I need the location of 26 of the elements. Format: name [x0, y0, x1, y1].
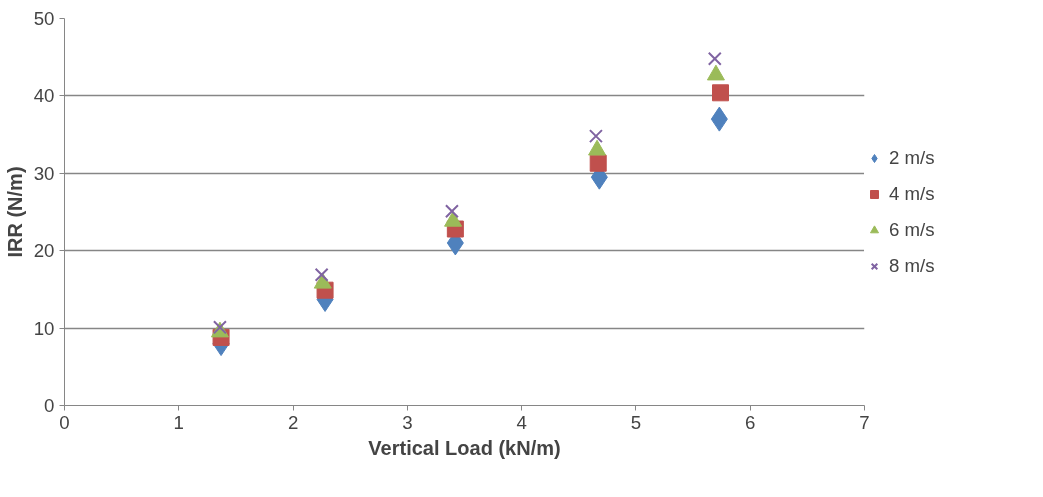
x-tick-label: 7 [859, 411, 870, 433]
y-tick-label: 0 [44, 395, 55, 416]
x-tick-label: 4 [516, 411, 527, 433]
point [712, 84, 729, 102]
x-tick-label: 2 [287, 411, 299, 433]
y-tick-label: 40 [33, 85, 55, 107]
y-tick-label: 50 [33, 8, 55, 29]
legend-label: 8 m/s [889, 254, 935, 277]
x-tick-label: 6 [745, 411, 756, 433]
point [444, 204, 459, 219]
y-axis-title: IRR (N/m) [3, 166, 26, 258]
x-tick-label: 5 [630, 411, 642, 433]
y-tick-label: 20 [33, 240, 55, 262]
x-tick-label: 0 [59, 411, 70, 433]
point [588, 129, 603, 144]
x-tick-label: 1 [173, 411, 184, 433]
y-tick-label: 10 [33, 317, 55, 339]
legend-label: 2 m/s [889, 146, 935, 169]
x-tick-label: 3 [402, 411, 413, 433]
x-axis-title: Vertical Load (kN/m) [368, 436, 561, 459]
point [314, 267, 329, 282]
y-tick-label: 30 [33, 162, 55, 184]
legend-label: 4 m/s [889, 182, 935, 205]
point [589, 154, 607, 172]
point [707, 51, 722, 66]
legend-label: 6 m/s [889, 218, 935, 241]
